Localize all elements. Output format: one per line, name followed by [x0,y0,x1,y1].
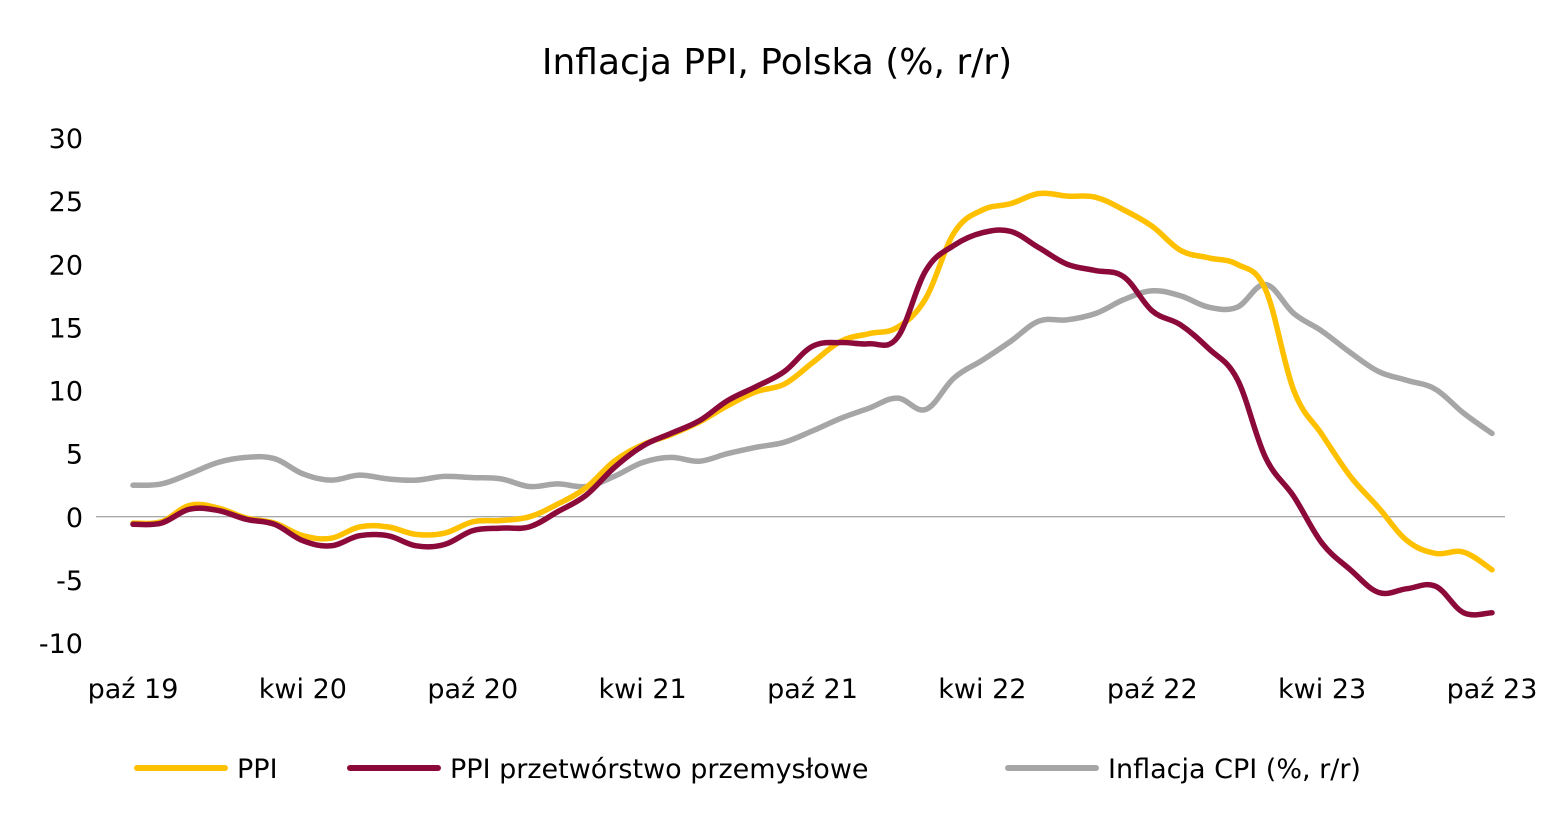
x-axis: paź 19 kwi 20 paź 20 kwi 21 paź 21 kwi 22 paź … [88,674,1538,705]
y-tick-label: 30 [49,124,83,155]
legend-label: PPI przetwórstwo przemysłowe [450,754,869,785]
legend-entry-cpi: Inflacja CPI (%, r/r) [1005,754,1361,785]
legend-label: Inflacja CPI (%, r/r) [1108,754,1361,785]
series-lines [130,190,1495,618]
legend-label: PPI [237,754,278,785]
x-tick-label: paź 22 [1107,674,1198,705]
y-tick-label: 5 [66,440,83,471]
legend-entry-ppi-manufacturing: PPI przetwórstwo przemysłowe [347,754,869,785]
x-tick-label: paź 20 [427,674,518,705]
y-tick-label: -10 [39,629,83,660]
y-tick-label: 20 [49,250,83,281]
series-line-ppi [130,190,1495,573]
series-line-ppi-manufacturing [130,227,1495,618]
x-tick-label: paź 19 [88,674,179,705]
series-line-cpi [130,281,1495,490]
y-tick-label: 25 [49,187,83,218]
legend-entry-ppi: PPI [134,754,278,785]
y-tick-label: 15 [49,313,83,344]
x-tick-label: kwi 22 [938,674,1026,705]
chart-legend: PPI PPI przetwórstwo przemysłowe Inflacja … [134,754,1361,785]
x-tick-label: kwi 23 [1278,674,1366,705]
y-tick-label: -5 [56,566,83,597]
y-axis: 30 25 20 15 10 5 0 -5 -10 [39,124,83,660]
y-tick-label: 10 [49,377,83,408]
x-tick-label: paź 21 [767,674,858,705]
x-tick-label: paź 23 [1447,674,1538,705]
chart-title: Inflacja PPI, Polska (%, r/r) [542,42,1012,83]
y-tick-label: 0 [66,503,83,534]
x-tick-label: kwi 21 [599,674,687,705]
x-tick-label: kwi 20 [259,674,347,705]
